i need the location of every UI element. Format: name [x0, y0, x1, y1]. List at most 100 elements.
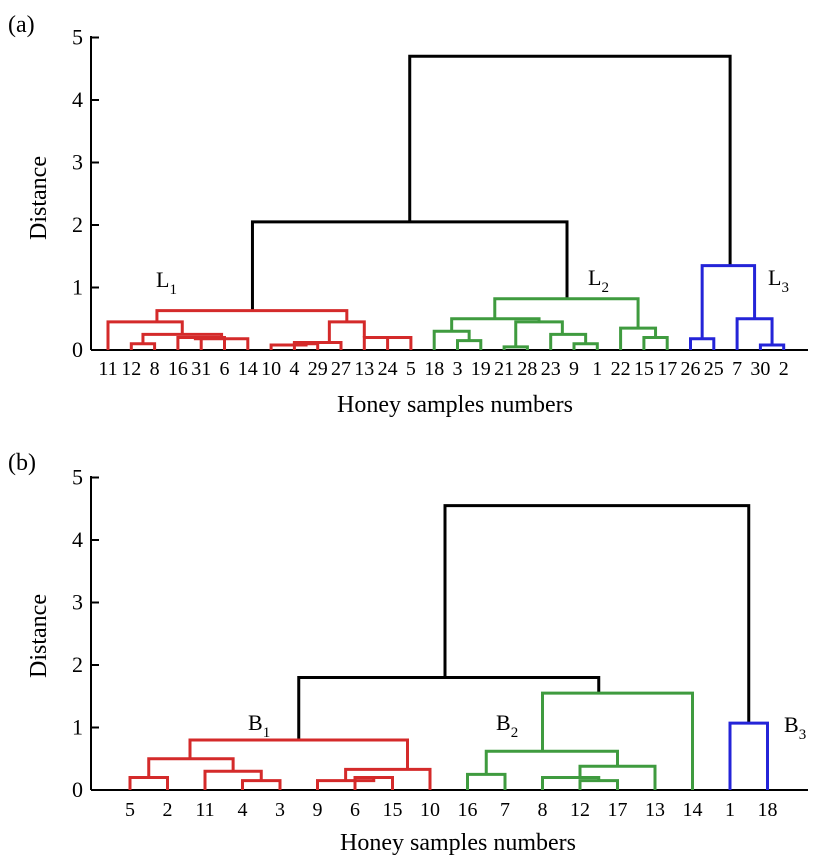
leaf-label: 24	[378, 358, 398, 380]
leaf-label: 15	[634, 358, 654, 380]
y-tick-label: 1	[72, 275, 83, 300]
leaf-label: 18	[758, 799, 778, 821]
leaf-label: 23	[541, 358, 561, 380]
dendrogram-link	[155, 309, 349, 322]
leaf-label: 25	[704, 358, 724, 380]
dendrogram-link	[700, 264, 757, 339]
panel-a: (a) Distance Honey samples numbers 01234…	[8, 12, 808, 418]
y-tick-label: 3	[72, 590, 83, 615]
dendrogram-link	[689, 337, 716, 350]
panel-a-label: (a)	[8, 12, 35, 38]
cluster-label: B2	[496, 710, 518, 741]
dendrogram-link	[362, 336, 400, 350]
leaf-label: 14	[683, 799, 703, 821]
dendrogram-link	[241, 779, 282, 790]
leaf-label: 13	[354, 358, 374, 380]
dendrogram-link	[327, 320, 366, 343]
leaf-label: 8	[150, 358, 160, 380]
dendrogram-link	[316, 777, 376, 790]
dendrogram-link	[128, 776, 169, 790]
leaf-label: 3	[453, 358, 463, 380]
cluster-subscript: 1	[263, 725, 271, 741]
dendrogram-link	[203, 769, 263, 790]
leaf-label: 10	[261, 358, 281, 380]
dendrogram-link	[578, 779, 619, 790]
dendrogram-link	[735, 317, 774, 350]
dendrogram-link	[541, 691, 694, 790]
cluster-letter: B	[784, 712, 799, 737]
cluster-subscript: 2	[601, 280, 609, 296]
leaf-label: 30	[750, 358, 770, 380]
leaf-label: 16	[458, 799, 478, 821]
leaf-label: 28	[517, 358, 537, 380]
cluster-letter: B	[248, 710, 263, 735]
panel-b-cluster-labels: B1 B2 B3	[248, 710, 806, 743]
leaf-label: 6	[220, 358, 230, 380]
dendrogram-link	[106, 320, 184, 350]
dendrogram-link	[572, 342, 599, 350]
cluster-label: L1	[156, 267, 177, 298]
leaf-label: 2	[779, 358, 789, 380]
panel-a-y-axis-title: Distance	[26, 156, 52, 240]
y-tick-label: 0	[72, 777, 83, 802]
cluster-subscript: 2	[511, 725, 519, 741]
panel-a-cluster-labels: L1 L2 L3	[156, 265, 789, 298]
y-tick-label: 5	[72, 25, 83, 50]
cluster-label: B3	[784, 712, 806, 743]
dendrogram-link	[344, 767, 432, 790]
leaf-label: 8	[538, 799, 548, 821]
panel-b-label: (b)	[8, 450, 36, 476]
panel-a-y-ticks: 0 1 2 3 4 5	[72, 25, 99, 362]
leaf-label: 15	[383, 799, 403, 821]
leaf-label: 13	[645, 799, 665, 821]
y-tick-label: 0	[72, 337, 83, 362]
leaf-label: 29	[308, 358, 328, 380]
dendrogram-link	[514, 320, 564, 347]
leaf-label: 5	[125, 799, 135, 821]
leaf-label: 11	[195, 799, 214, 821]
leaf-label: 3	[275, 799, 285, 821]
y-tick-label: 2	[72, 652, 83, 677]
dendrogram-link	[432, 329, 471, 350]
leaf-label: 6	[350, 799, 360, 821]
cluster-letter: L	[588, 265, 601, 290]
leaf-label: 2	[163, 799, 173, 821]
dendrogram-link	[408, 54, 732, 266]
leaf-label: 7	[732, 358, 742, 380]
dendrogram-link	[443, 504, 751, 724]
dendrogram-link	[619, 326, 658, 350]
dendrogram-link	[297, 676, 601, 740]
panel-a-leaf-labels: 11 12 8 16 31 6 14 10 4 29 27 13 24 5 18 3 19 21 28 23 9 1 22 1…	[98, 358, 788, 380]
cluster-label: L2	[588, 265, 609, 296]
panel-b: (b) Distance Honey samples numbers 01234…	[8, 450, 808, 856]
y-tick-label: 4	[72, 87, 83, 112]
dendrogram-link	[450, 317, 541, 332]
leaf-label: 17	[608, 799, 628, 821]
leaf-label: 5	[406, 358, 416, 380]
dendrogram-link	[549, 332, 588, 350]
dendrogram-link	[292, 342, 320, 350]
dendrogram-link	[188, 738, 409, 770]
panel-b-y-axis-title: Distance	[26, 594, 52, 678]
leaf-label: 1	[592, 358, 602, 380]
dendrogram-link	[147, 757, 235, 778]
leaf-label: 14	[238, 358, 258, 380]
dendrogram-link	[193, 337, 250, 350]
dendrogram-link	[578, 764, 657, 790]
leaf-label: 9	[313, 799, 323, 821]
cluster-letter: B	[496, 710, 511, 735]
dendrogram-link	[466, 772, 507, 790]
leaf-label: 12	[121, 358, 141, 380]
cluster-letter: L	[768, 265, 781, 290]
dendrogram-link	[129, 342, 157, 350]
panel-b-leaf-labels: 5 2 11 4 3 9 6 15 10 16 7 8 12 17 13 14 1 18	[125, 799, 778, 821]
leaf-label: 27	[331, 358, 351, 380]
y-tick-label: 5	[72, 465, 83, 490]
y-tick-label: 2	[72, 212, 83, 237]
leaf-label: 19	[471, 358, 491, 380]
y-tick-label: 1	[72, 715, 83, 740]
leaf-label: 17	[657, 358, 677, 380]
panel-b-x-axis-title: Honey samples numbers	[340, 830, 576, 856]
leaf-label: 12	[570, 799, 590, 821]
panel-a-dendrogram-links	[106, 54, 786, 350]
